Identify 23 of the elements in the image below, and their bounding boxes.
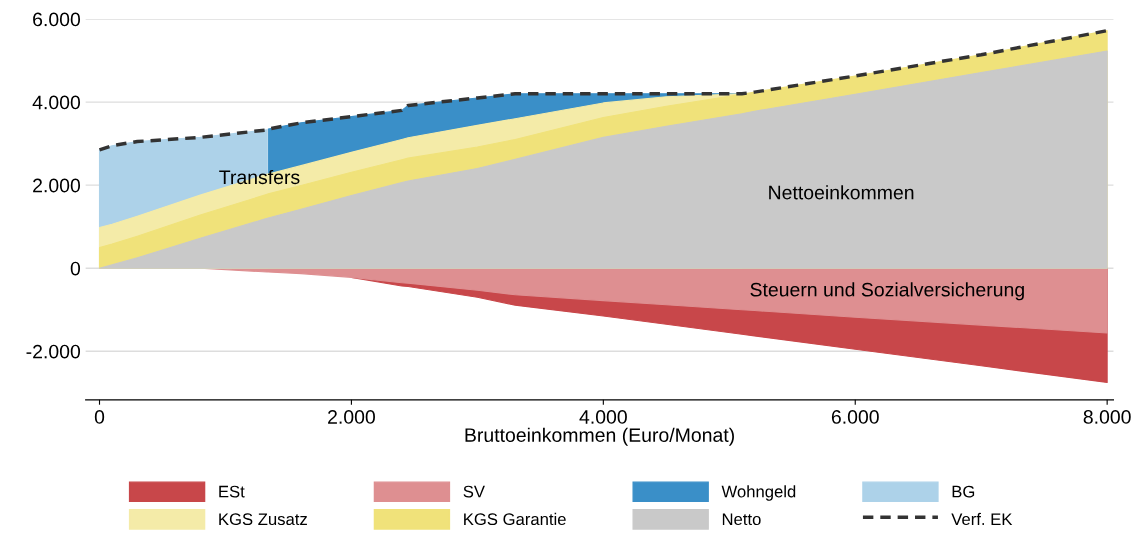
annotation: Steuern und Sozialversicherung bbox=[750, 282, 1024, 301]
legend-label: Netto bbox=[722, 513, 761, 526]
annotation: Transfers bbox=[219, 169, 300, 185]
legend-label: KGS Garantie bbox=[464, 512, 566, 526]
legend-label: KGS Zusatz bbox=[219, 513, 307, 526]
x-tick-label: 2.000 bbox=[328, 410, 375, 424]
line-series bbox=[97, 28, 1109, 152]
x-tick-label: 0 bbox=[94, 410, 105, 424]
x-tick-label: 4.000 bbox=[579, 410, 627, 424]
annotation: Nettoeinkommen bbox=[769, 185, 914, 200]
legend-label: BG bbox=[952, 485, 975, 498]
legend-label: Verf. EK bbox=[951, 512, 1013, 526]
y-tick-label: 2.000 bbox=[33, 178, 81, 193]
x-axis-title: Bruttoeinkommen (Euro/Monat) bbox=[465, 427, 734, 446]
legend-label: SV bbox=[463, 485, 485, 498]
y-tick-label: 0 bbox=[70, 261, 81, 276]
y-tick-label: 4.000 bbox=[32, 95, 81, 110]
x-tick-label: 6.000 bbox=[831, 410, 879, 424]
y-tick-label: -2.000 bbox=[26, 344, 81, 359]
legend-label: Wohngeld bbox=[721, 485, 796, 501]
legend-label: ESt bbox=[219, 485, 245, 498]
x-tick-label: 8.000 bbox=[1083, 410, 1131, 424]
y-tick-label: 6.000 bbox=[33, 12, 81, 27]
